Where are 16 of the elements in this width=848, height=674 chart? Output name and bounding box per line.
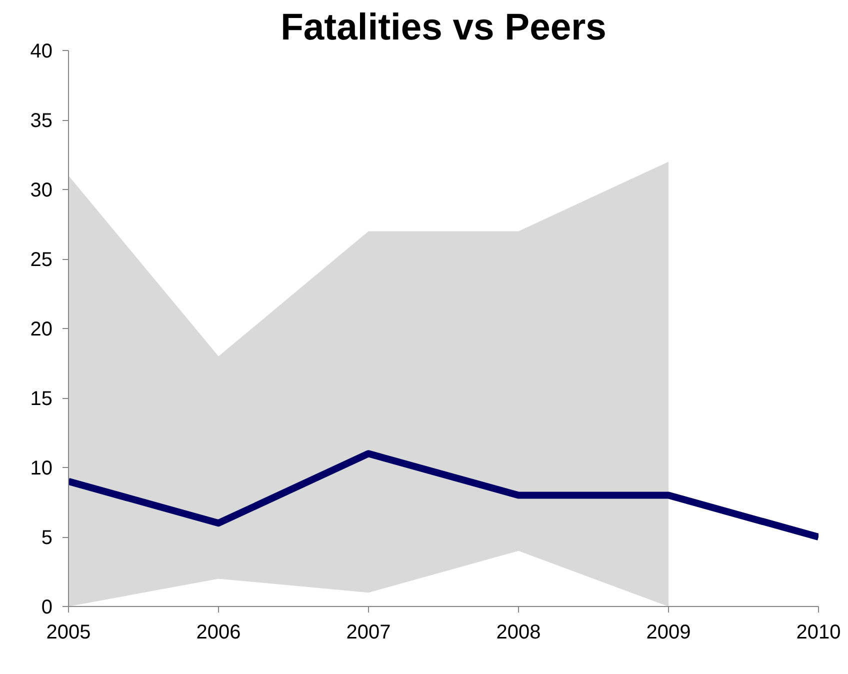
y-tick-label: 25 bbox=[30, 249, 53, 271]
x-tick-label: 2009 bbox=[646, 622, 691, 644]
y-tick-label: 0 bbox=[41, 596, 52, 618]
x-tick-label: 2006 bbox=[196, 622, 241, 644]
y-tick-label: 30 bbox=[30, 180, 53, 202]
y-tick-label: 20 bbox=[30, 318, 53, 340]
y-tick-label: 15 bbox=[30, 388, 53, 410]
x-tick-label: 2010 bbox=[796, 622, 841, 644]
x-tick-label: 2008 bbox=[496, 622, 541, 644]
chart-title: Fatalities vs Peers bbox=[280, 6, 606, 48]
x-tick-label: 2005 bbox=[46, 622, 91, 644]
x-tick-label: 2007 bbox=[346, 622, 391, 644]
y-tick-label: 10 bbox=[30, 458, 53, 480]
y-tick-label: 5 bbox=[41, 527, 52, 549]
y-tick-label: 40 bbox=[30, 40, 53, 62]
y-tick-label: 35 bbox=[30, 110, 53, 132]
